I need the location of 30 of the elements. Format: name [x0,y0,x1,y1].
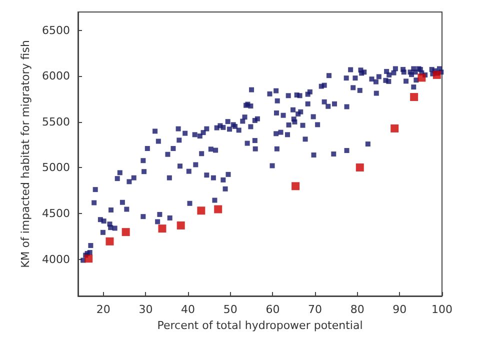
x-tick-label: 50 [223,303,238,316]
point [410,93,418,102]
x-tick-label: 60 [266,303,280,316]
x-tick-label: 30 [138,303,153,316]
y-tick-label: 5000 [42,161,70,174]
point [106,237,114,246]
point [197,206,206,215]
y-axis-title: KM of impacted habitat for migratory fish [19,40,32,268]
point [292,182,300,190]
point [432,70,441,79]
x-tick-label: 80 [350,303,364,316]
x-tick-label: 20 [96,303,110,316]
y-tick-label: 6500 [42,24,70,37]
x-tick-label: 90 [392,303,407,316]
y-tick-label: 4000 [42,252,70,266]
point [418,74,426,82]
x-tick-label: 70 [308,303,322,316]
x-axis-title: Percent of total hydropower potential [157,318,363,332]
y-tick-label: 5500 [42,115,70,128]
y-tick-label: 4500 [42,207,70,220]
point [214,205,222,214]
x-tick-label: 40 [181,303,196,316]
point [158,224,166,233]
point [122,228,130,236]
y-tick-label: 6000 [42,70,70,83]
point [356,163,364,172]
point [390,124,399,132]
point [176,221,185,230]
point [84,254,93,263]
x-tick-label: 100 [432,303,452,316]
